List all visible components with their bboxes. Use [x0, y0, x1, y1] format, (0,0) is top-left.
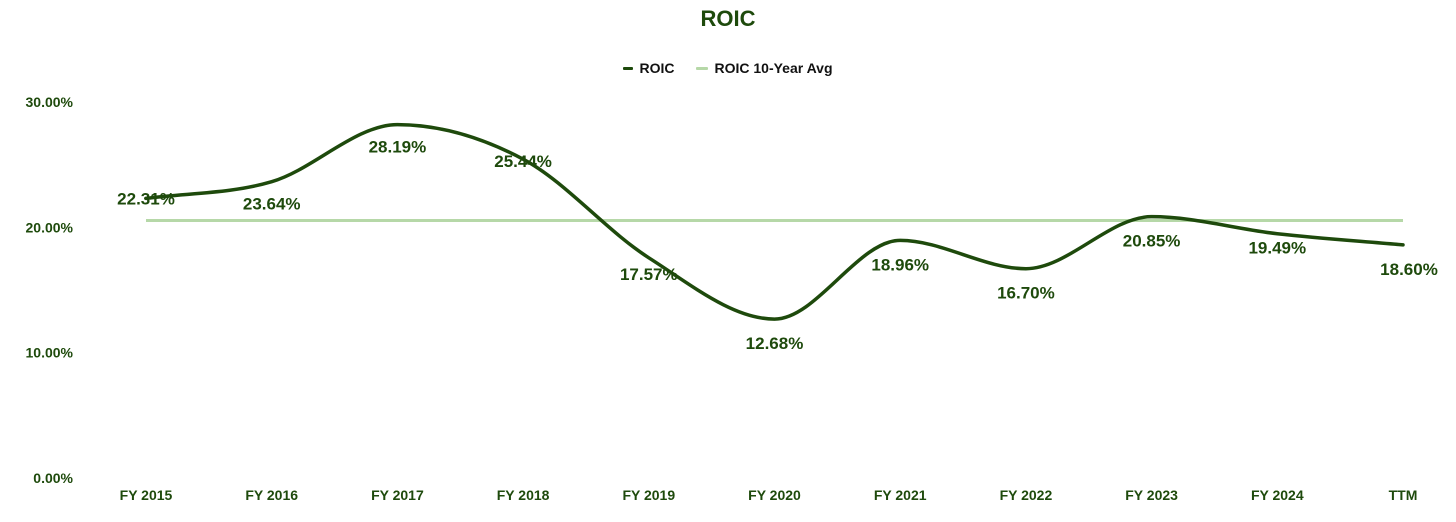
data-point-roic: [522, 158, 524, 160]
data-label-roic: 23.64%: [243, 195, 301, 214]
x-tick-label: FY 2021: [874, 487, 927, 503]
y-tick-label: 20.00%: [26, 219, 74, 235]
data-label-roic: 19.49%: [1248, 239, 1306, 258]
data-label-roic: 18.96%: [871, 255, 929, 274]
data-label-roic: 12.68%: [746, 334, 804, 353]
legend-item-roic-avg: ROIC 10-Year Avg: [696, 60, 833, 76]
data-label-roic: 18.60%: [1380, 260, 1438, 279]
x-tick-label: FY 2015: [120, 487, 173, 503]
legend-label-roic-avg: ROIC 10-Year Avg: [714, 60, 833, 76]
data-point-roic: [1151, 216, 1153, 218]
y-tick-label: 10.00%: [26, 345, 74, 361]
data-label-roic: 20.85%: [1123, 232, 1181, 251]
x-tick-label: FY 2019: [622, 487, 675, 503]
legend-item-roic: ROIC: [623, 60, 674, 76]
legend-swatch-roic: [623, 66, 634, 70]
x-tick-label: FY 2023: [1125, 487, 1178, 503]
legend-label-roic: ROIC: [639, 60, 675, 76]
x-tick-label: FY 2017: [371, 487, 424, 503]
x-tick-label: FY 2018: [497, 487, 550, 503]
x-tick-label: TTM: [1389, 487, 1418, 503]
data-point-roic: [648, 257, 650, 259]
x-tick-label: FY 2020: [748, 487, 801, 503]
x-tick-label: FY 2024: [1251, 487, 1304, 503]
data-label-roic: 25.44%: [494, 152, 552, 171]
y-tick-label: 0.00%: [33, 470, 73, 486]
data-label-roic: 28.19%: [369, 138, 427, 157]
data-point-roic: [396, 124, 398, 126]
chart-title: ROIC: [700, 6, 756, 31]
data-point-roic: [145, 197, 147, 199]
x-tick-label: FY 2022: [1000, 487, 1053, 503]
data-point-roic: [1276, 233, 1278, 235]
data-point-roic: [774, 318, 775, 320]
data-label-roic: 22.31%: [117, 189, 175, 208]
legend: ROIC ROIC 10-Year Avg: [0, 60, 1456, 76]
data-point-roic: [899, 239, 901, 241]
x-tick-label: FY 2016: [245, 487, 298, 503]
data-point-roic: [1402, 244, 1404, 246]
data-label-roic: 17.57%: [620, 265, 678, 284]
y-tick-label: 30.00%: [26, 94, 74, 110]
data-point-roic: [271, 181, 273, 183]
data-point-roic: [1025, 268, 1027, 270]
legend-swatch-roic-avg: [696, 66, 709, 70]
data-label-roic: 16.70%: [997, 284, 1055, 303]
